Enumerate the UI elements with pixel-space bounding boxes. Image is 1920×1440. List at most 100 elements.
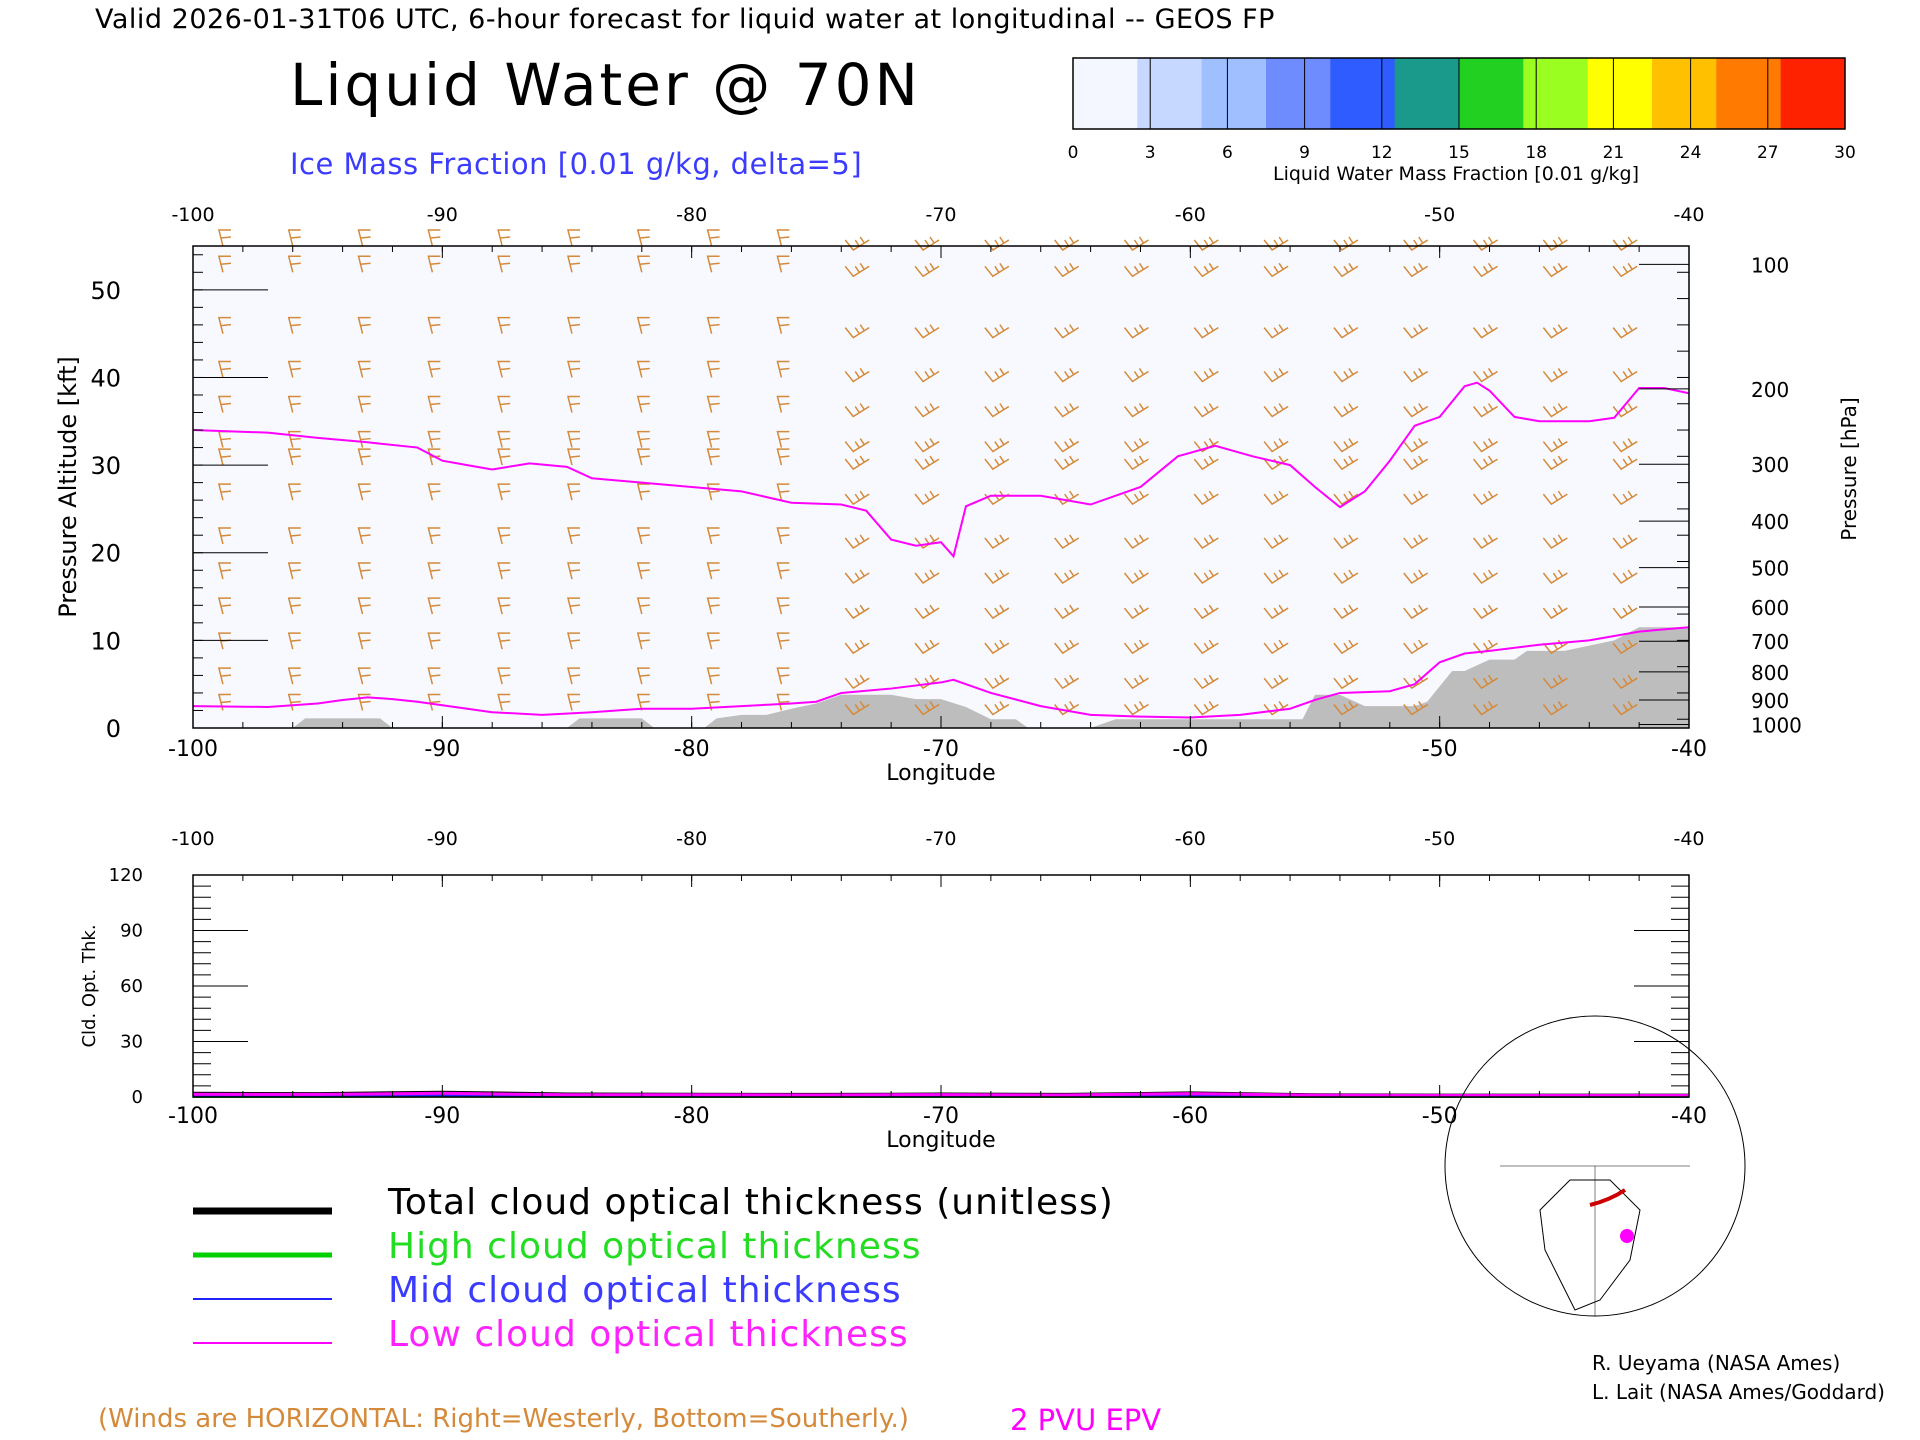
wind-barb [1472,569,1498,585]
x-tick-label-top: -50 [1424,828,1455,850]
wind-barb [497,395,511,413]
wind-barb [984,534,1010,549]
x-tick-label: -90 [424,737,460,762]
colorbar-swatch [1587,58,1653,129]
wind-barb [1542,569,1568,585]
y-tick-label: 90 [120,921,143,942]
wind-barb [357,632,371,650]
wind-barb [844,455,870,471]
epv-note: 2 PVU EPV [1010,1403,1162,1437]
wind-barb [287,597,301,615]
wind-barb [497,527,511,545]
x-tick-label-top: -80 [676,204,707,226]
wind-barb [1263,604,1289,620]
x-tick-label: -40 [1671,737,1707,762]
wind-barb [357,693,371,711]
wind-barb [636,229,650,247]
wind-barb [497,229,511,247]
x-tick-label: -60 [1172,1104,1208,1129]
wind-barb [844,236,870,251]
wind-barb [1333,490,1359,506]
wind-barb [1542,490,1568,506]
wind-barb [287,562,301,580]
epv-contour-line [192,381,1690,559]
wind-barb [497,360,511,378]
wind-barb [1054,236,1080,251]
x-tick-label-top: -40 [1673,204,1704,226]
wind-barb [427,693,441,711]
wind-barb [217,597,231,615]
wind-barb [1123,455,1149,471]
y-tick-label: 50 [90,277,121,305]
wind-barb [1612,639,1638,655]
x-tick-label: -50 [1422,1104,1458,1129]
wind-barb [706,255,720,273]
wind-barb [217,229,231,247]
wind-barb [1612,490,1638,506]
map-coastline [1539,1179,1641,1311]
wind-barb [1333,674,1359,690]
wind-barb [636,430,650,448]
wind-barb [1403,368,1429,383]
wind-barb [1472,639,1498,655]
wind-barb [1333,604,1359,620]
wind-barb [984,438,1010,453]
wind-barb [844,674,870,690]
wind-barb [984,324,1010,339]
wind-barb [844,604,870,620]
wind-barb [1612,674,1638,690]
map-location-marker [1620,1229,1634,1243]
wind-barb [1403,236,1429,251]
legend-swatches [193,1207,332,1344]
wind-barb [567,527,581,545]
wind-barb [287,395,301,413]
wind-barb [776,316,790,334]
wind-barb [1193,674,1219,690]
wind-barb [706,527,720,545]
wind-barb [1054,368,1080,383]
wind-barb [427,562,441,580]
x-tick-label: -80 [674,737,710,762]
wind-barb [497,483,511,501]
wind-barb [1263,674,1289,690]
wind-barb [844,490,870,506]
wind-barb [1123,262,1149,278]
y-tick-label: 0 [132,1087,143,1108]
wind-barb [217,255,231,273]
colorbar-tick-label: 18 [1525,143,1547,163]
wind-barb [914,455,940,471]
y-tick-label: 40 [90,364,121,392]
wind-barb [776,693,790,711]
header-title: Valid 2026-01-31T06 UTC, 6-hour forecast… [95,4,1275,35]
wind-barb [567,360,581,378]
x-tick-label: -100 [168,1104,218,1129]
wind-barb [357,316,371,334]
wind-barb [706,430,720,448]
x-tick-label-top: -100 [171,204,214,226]
colorbar-swatch [1716,58,1782,129]
wind-barb [567,597,581,615]
wind-barb [636,527,650,545]
wind-barb [287,360,301,378]
wind-barb [1333,236,1359,251]
wind-barb [567,255,581,273]
credit-lait: L. Lait (NASA Ames/Goddard) [1592,1380,1885,1404]
wind-barb [287,448,301,466]
y-tick-label: 30 [90,452,121,480]
colorbar-swatch [1394,58,1460,129]
colorbar-tick-label: 24 [1680,143,1702,163]
plot-background [193,246,1689,728]
wind-barb [1403,701,1429,716]
wind-barb [1193,569,1219,585]
colorbar-swatch [1073,58,1138,129]
colorbar-tick-label: 21 [1603,143,1625,163]
x-tick-label: -70 [923,737,959,762]
wind-barb [1054,262,1080,278]
wind-barb [636,693,650,711]
wind-barb [1263,236,1289,251]
colorbar-label: Liquid Water Mass Fraction [0.01 g/kg] [1273,163,1640,185]
wind-barb [567,395,581,413]
wind-barb [357,597,371,615]
x-tick-label: -40 [1671,1104,1707,1129]
